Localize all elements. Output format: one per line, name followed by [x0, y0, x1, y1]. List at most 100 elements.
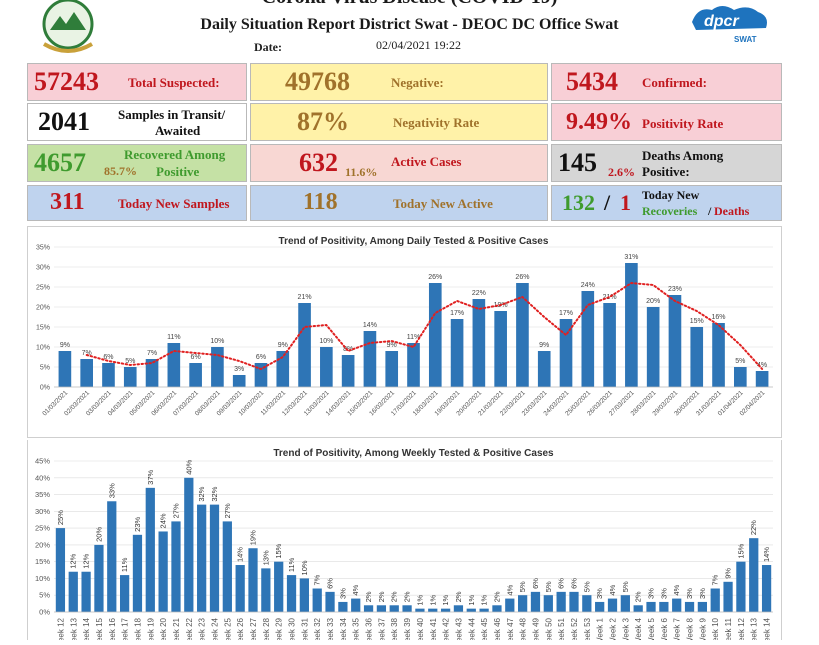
x-tick-label: Week 28: [262, 617, 271, 640]
deaths-label-2: Positive:: [642, 164, 690, 179]
data-label: 4%: [757, 362, 767, 369]
y-tick-label: 20%: [35, 540, 50, 549]
bar: [582, 595, 592, 612]
data-label: 22%: [749, 520, 758, 535]
bar: [261, 568, 271, 612]
data-label: 6%: [531, 578, 540, 589]
bar: [167, 343, 181, 387]
y-tick-label: 20%: [36, 305, 50, 312]
x-tick-label: Week 4: [634, 617, 643, 640]
bar: [363, 605, 374, 612]
x-tick-label: Week 40: [416, 617, 425, 640]
data-label: 12%: [69, 553, 78, 568]
x-tick-label: Week 31: [300, 617, 309, 640]
deaths-value: 145: [558, 148, 597, 177]
bar: [274, 561, 284, 612]
y-tick-label: 10%: [35, 574, 50, 583]
negative-label: Negative:: [391, 75, 444, 90]
data-label: 32%: [197, 486, 206, 501]
report-subtitle: Daily Situation Report District Swat - D…: [200, 16, 619, 33]
confirmed-value: 5434: [566, 67, 618, 96]
data-label: 3%: [595, 588, 604, 599]
x-tick-label: Week 14: [763, 617, 772, 640]
data-label: 24%: [581, 282, 595, 289]
today-new-samples-value: 311: [50, 189, 85, 215]
bar: [684, 601, 695, 612]
bar: [341, 355, 355, 387]
data-label: 17%: [450, 310, 464, 317]
bar: [325, 591, 335, 612]
data-label: 11%: [167, 334, 181, 341]
bar: [646, 601, 656, 612]
bar: [254, 363, 268, 387]
bar: [595, 601, 605, 612]
x-tick-label: Week 6: [660, 617, 669, 640]
x-tick-label: Week 11: [724, 617, 733, 640]
data-label: 32%: [210, 486, 219, 501]
bar: [492, 605, 502, 612]
y-tick-label: 35%: [35, 490, 50, 499]
data-label: 12%: [82, 553, 91, 568]
x-tick-label: Week 41: [429, 617, 438, 640]
bar: [415, 608, 425, 612]
x-tick-label: Week 21: [172, 617, 181, 640]
data-label: 3%: [234, 366, 244, 373]
positivity-rate-value: 9.49%: [566, 109, 632, 135]
data-label: 6%: [191, 354, 201, 361]
bar: [68, 571, 78, 612]
bar: [723, 581, 733, 612]
bar: [58, 351, 72, 387]
bar: [298, 303, 311, 387]
bar: [107, 501, 117, 612]
data-label: 24%: [159, 513, 168, 528]
y-tick-label: 5%: [40, 365, 50, 372]
data-label: 3%: [647, 588, 656, 599]
data-label: 5%: [544, 581, 553, 592]
bar: [736, 561, 746, 612]
data-label: 17%: [559, 310, 573, 317]
bar: [569, 591, 579, 612]
x-tick-label: Week 50: [544, 617, 553, 640]
weekly-positivity-chart: Trend of Positivity, Among Weekly Tested…: [27, 440, 782, 645]
x-tick-label: Week 34: [339, 617, 348, 640]
data-label: 2%: [492, 591, 501, 602]
bar: [620, 595, 630, 612]
x-tick-label: Week 51: [557, 617, 566, 640]
bar: [197, 504, 207, 612]
x-tick-label: Week 25: [223, 617, 232, 640]
y-tick-label: 10%: [36, 345, 50, 352]
data-label: 21%: [298, 294, 312, 301]
x-tick-label: Week 37: [377, 617, 386, 640]
data-label: 20%: [94, 527, 103, 542]
bar: [505, 598, 515, 612]
data-label: 20%: [646, 298, 660, 305]
bar: [440, 608, 451, 612]
active-cases-value: 632: [299, 148, 338, 177]
bar: [145, 359, 159, 387]
bar: [211, 347, 224, 387]
data-label: 11%: [120, 557, 129, 572]
card-negativity-rate: 87% Negativity Rate: [250, 103, 548, 141]
data-label: 3%: [659, 588, 668, 599]
data-label: 14%: [762, 547, 771, 562]
bar: [543, 595, 553, 612]
bar: [363, 331, 377, 387]
data-label: 22%: [472, 290, 486, 297]
total-suspected-value: 57243: [34, 67, 99, 96]
card-samples-transit: 2041 Samples in Transit/ Awaited: [27, 103, 247, 141]
recovered-pct: 85.7%: [104, 164, 137, 178]
data-label: 27%: [223, 503, 232, 518]
data-label: 1%: [415, 594, 424, 605]
bar: [407, 343, 420, 387]
data-label: 3%: [338, 588, 347, 599]
bar: [466, 608, 476, 612]
y-tick-label: 40%: [35, 473, 50, 482]
x-tick-label: Week 18: [133, 617, 142, 640]
x-tick-label: Week 35: [352, 617, 361, 640]
today-new-label: Today New: [642, 188, 700, 202]
bar: [428, 283, 442, 387]
bar: [755, 371, 769, 387]
data-label: 15%: [690, 318, 704, 325]
data-label: 6%: [326, 578, 335, 589]
data-label: 23%: [133, 516, 142, 531]
